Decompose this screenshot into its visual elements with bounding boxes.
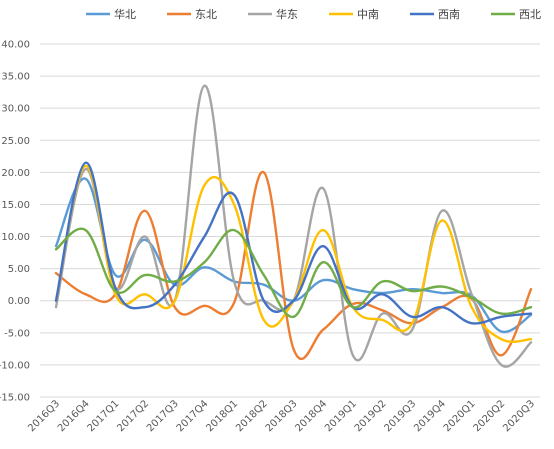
x-axis-labels: 2016Q32016Q42017Q12017Q22017Q32017Q42018… [26,398,537,434]
x-tick-label: 2020Q2 [472,398,508,434]
x-tick-label: 2018Q1 [204,398,240,434]
y-tick-label: 35.00 [1,72,30,83]
y-tick-label: -10.00 [0,360,30,371]
x-tick-label: 2019Q2 [353,398,389,434]
legend-label: 西北 [519,8,541,21]
legend: 华北 东北 华东 中南 西南 西北 [86,7,541,21]
x-tick-label: 2017Q1 [86,398,122,434]
y-tick-label: 40.00 [1,40,30,51]
legend-label: 东北 [195,8,217,21]
x-tick-label: 2016Q4 [56,398,92,434]
series-line [54,171,533,360]
series-line [54,161,533,325]
y-tick-label: 25.00 [1,136,30,147]
y-tick-label: -15.00 [0,393,30,404]
series-lines [54,84,533,368]
y-tick-label: 0.00 [8,296,30,307]
x-tick-label: 2020Q3 [501,398,537,434]
x-tick-label: 2017Q3 [145,398,181,434]
x-tick-label: 2017Q4 [175,398,211,434]
legend-label: 西南 [438,8,460,21]
x-tick-label: 2017Q2 [115,398,151,434]
y-tick-label: 5.00 [8,264,30,275]
x-tick-label: 2018Q2 [234,398,270,434]
y-tick-label: 10.00 [1,232,30,243]
x-tick-label: 2018Q3 [264,398,300,434]
x-tick-label: 2020Q1 [442,398,478,434]
series-line [54,227,533,318]
x-tick-label: 2019Q4 [412,398,448,434]
legend-label: 华北 [114,7,136,21]
y-tick-label: 30.00 [1,104,30,115]
y-axis-labels: 40.00 35.00 30.00 25.00 20.00 15.00 10.00 5.00 0… [0,40,30,404]
x-tick-label: 2018Q4 [293,398,329,434]
y-tick-label: 15.00 [1,200,30,211]
y-tick-label: 20.00 [1,168,30,179]
legend-label: 华东 [276,7,298,21]
series-line [54,164,533,343]
series-line [54,84,533,368]
x-tick-label: 2016Q3 [26,398,62,434]
x-tick-label: 2019Q1 [323,398,359,434]
legend-label: 中南 [357,8,379,21]
x-tick-label: 2019Q3 [383,398,419,434]
series-line [54,177,533,334]
chart-gridlines [40,43,540,398]
y-tick-label: -5.00 [4,328,30,339]
